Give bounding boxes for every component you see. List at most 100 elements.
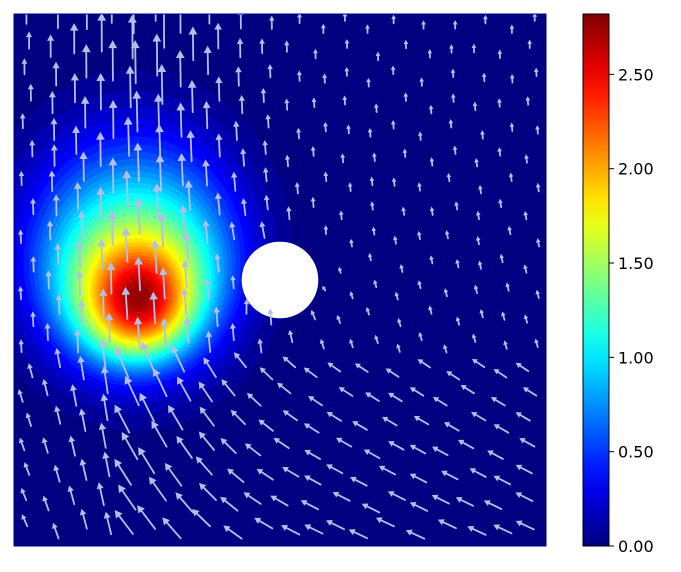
quiver-arrow	[390, 119, 396, 130]
quiver-arrow	[296, 70, 302, 82]
quiver-arrow	[483, 14, 488, 25]
quiver-arrow	[497, 98, 502, 108]
quiver-arrow	[374, 334, 379, 344]
quiver-arrow	[348, 529, 369, 540]
quiver-arrow	[152, 183, 162, 220]
quiver-arrow	[273, 437, 290, 449]
colorbar-tick-label: 0.00	[618, 537, 654, 556]
quiver-arrow	[25, 412, 32, 427]
quiver-arrow	[45, 270, 52, 290]
quiver-arrow	[481, 72, 487, 83]
quiver-arrow	[27, 83, 34, 102]
quiver-arrow	[229, 221, 236, 241]
quiver-arrow	[186, 130, 195, 163]
quiver-arrow	[446, 371, 461, 381]
quiver-arrow	[365, 306, 371, 316]
quiver-arrow	[297, 14, 303, 25]
quiver-arrow	[294, 182, 300, 195]
quiver-arrow	[30, 198, 37, 216]
quiver-arrow	[123, 116, 133, 157]
quiver-arrow	[313, 48, 318, 60]
quiver-arrow	[98, 339, 107, 369]
colorbar-ticks: 0.00 0.50 1.00 1.50 2.00 2.50	[609, 65, 654, 556]
quiver-arrow	[477, 260, 483, 270]
quiver-arrow	[452, 145, 458, 155]
quiver-arrow	[52, 522, 60, 540]
quiver-arrow	[223, 525, 243, 540]
quiver-arrow	[138, 447, 156, 475]
quiver-arrow	[391, 14, 396, 25]
quiver-arrow	[124, 375, 140, 407]
quiver-arrow	[515, 464, 533, 475]
quiver-arrow	[450, 93, 456, 103]
quiver-arrow	[311, 97, 317, 108]
quiver-arrow	[346, 124, 351, 135]
quiver-arrow	[444, 230, 450, 240]
quiver-arrow	[344, 39, 350, 49]
colorbar-tick-label: 1.00	[618, 348, 654, 367]
quiver-arrow	[342, 95, 348, 106]
quiver-arrow	[238, 95, 245, 115]
quiver-arrow	[176, 102, 186, 138]
quiver-arrow	[175, 50, 185, 88]
quiver-arrow	[335, 437, 353, 448]
quiver-arrow	[378, 465, 396, 476]
quiver-arrow	[78, 408, 87, 432]
quiver-arrow	[429, 255, 434, 265]
quiver-arrow	[177, 376, 192, 402]
quiver-arrow	[501, 311, 506, 321]
quiver-arrow	[258, 419, 274, 432]
quiver-arrow	[140, 341, 156, 373]
quiver-arrow	[79, 458, 88, 481]
quiver-arrow	[387, 491, 406, 501]
quiver-arrow	[336, 314, 342, 324]
quiver-arrow	[503, 340, 508, 350]
quiver-arrow	[443, 422, 460, 432]
quiver-arrow	[75, 240, 84, 268]
quiver-arrow	[108, 99, 118, 140]
quiver-arrow	[361, 503, 381, 514]
quiver-arrow	[102, 451, 111, 478]
colorbar-tick-label: 1.50	[618, 254, 654, 273]
quiver-arrow	[391, 177, 397, 187]
quiver-arrow	[354, 363, 369, 373]
quiver-arrow	[41, 437, 49, 454]
quiver-arrow	[352, 421, 368, 431]
colorbar-gradient	[583, 14, 609, 546]
quiver-arrow	[157, 212, 167, 248]
quiver-arrow	[457, 439, 475, 450]
quiver-arrows	[17, 14, 541, 540]
quiver-arrow	[441, 470, 459, 481]
quiver-arrow	[21, 58, 28, 76]
quiver-arrow	[417, 131, 423, 141]
quiver-arrow	[27, 363, 34, 379]
quiver-arrow	[47, 34, 55, 58]
quiver-arrow	[429, 157, 435, 167]
quiver-arrow	[243, 298, 250, 315]
quiver-arrow	[95, 131, 105, 168]
quiver-arrow	[519, 438, 536, 448]
quiver-arrow	[122, 170, 132, 209]
quiver-arrow	[183, 316, 191, 344]
quiver-arrow	[390, 65, 396, 76]
quiver-arrow	[523, 314, 529, 324]
quiver-arrow	[246, 392, 262, 407]
quiver-arrow	[270, 495, 289, 507]
quiver-arrow	[479, 309, 485, 319]
quiver-arrow	[96, 482, 105, 507]
quiver-arrow	[97, 14, 107, 53]
quiver-arrow	[303, 423, 320, 434]
quiver-arrow	[369, 176, 375, 187]
quiver-arrow	[188, 26, 198, 62]
quiver-arrow	[259, 38, 265, 55]
quiver-arrow	[409, 387, 425, 397]
quiver-arrow	[240, 148, 247, 167]
quiver-arrow	[515, 362, 530, 373]
quiver-arrow	[18, 437, 26, 452]
quiver-arrow	[320, 23, 326, 35]
quiver-arrow	[18, 170, 25, 187]
quiver-arrow	[349, 338, 354, 349]
quiver-arrow	[349, 238, 354, 248]
quiver-arrow	[417, 280, 422, 290]
quiver-arrow	[431, 494, 450, 505]
